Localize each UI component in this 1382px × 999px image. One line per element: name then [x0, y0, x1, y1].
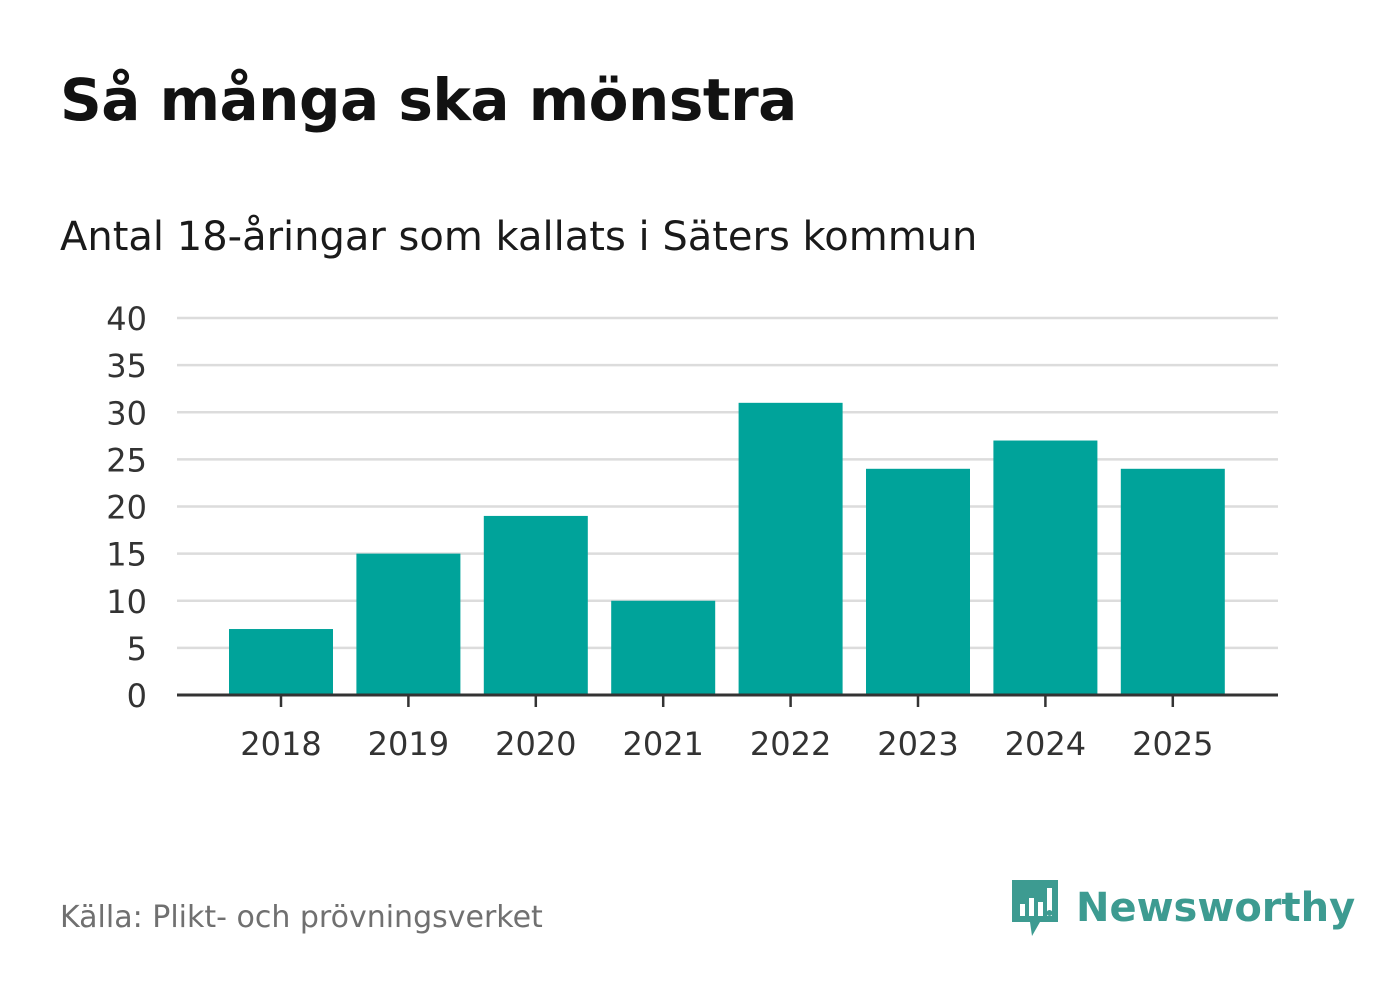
bar-2019	[356, 553, 461, 695]
y-tick-label: 15	[106, 536, 147, 574]
y-tick-label: 10	[106, 583, 147, 621]
brand-name: Newsworthy	[1076, 885, 1356, 931]
bar-2018	[229, 629, 333, 695]
y-tick-label: 30	[106, 394, 147, 432]
bar-2023	[866, 468, 970, 695]
x-tick-label: 2022	[750, 725, 831, 763]
bar-2025	[1120, 468, 1225, 695]
bar-2022	[738, 402, 843, 695]
y-axis-ticks: 0 5 10 15 20 25 30 35 40	[106, 300, 147, 715]
y-tick-label: 35	[106, 347, 147, 385]
y-tick-label: 25	[106, 441, 147, 479]
y-tick-label: 0	[127, 677, 147, 715]
x-tick-label: 2024	[1005, 725, 1086, 763]
newsworthy-logo-icon	[1012, 880, 1058, 936]
y-tick-label: 20	[106, 489, 147, 527]
x-tick-label: 2019	[368, 725, 449, 763]
bar-2021	[611, 600, 716, 695]
gridlines	[177, 316, 1278, 650]
chart-title: Så många ska mönstra	[60, 66, 797, 134]
bar-2024	[993, 440, 1098, 695]
x-tick-label: 2021	[622, 725, 703, 763]
x-tick-label: 2023	[877, 725, 958, 763]
bars	[229, 402, 1225, 695]
x-tick-label: 2018	[240, 725, 321, 763]
x-tick-label: 2020	[495, 725, 576, 763]
chart-subtitle: Antal 18-åringar som kallats i Säters ko…	[60, 214, 978, 260]
brand-logo: Newsworthy	[1010, 878, 1355, 938]
bar-2020	[483, 515, 588, 695]
x-axis: 2018 2019 2020 2021 2022 2023 2024 2025	[177, 693, 1278, 763]
source-note: Källa: Plikt- och prövningsverket	[60, 900, 543, 935]
x-tick-label: 2025	[1132, 725, 1213, 763]
y-tick-label: 40	[106, 300, 147, 338]
y-tick-label: 5	[127, 630, 147, 668]
